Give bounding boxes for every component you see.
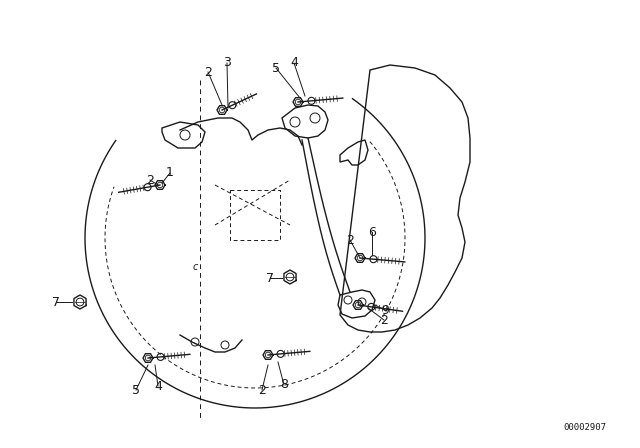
Text: 1: 1 bbox=[166, 167, 174, 180]
Text: 3: 3 bbox=[223, 56, 231, 69]
Text: 00002907: 00002907 bbox=[563, 423, 607, 432]
Text: 6: 6 bbox=[368, 225, 376, 238]
Text: 2: 2 bbox=[380, 314, 388, 327]
Text: c: c bbox=[192, 262, 198, 272]
Text: 7: 7 bbox=[52, 296, 60, 309]
Text: 9: 9 bbox=[381, 303, 389, 316]
Text: 4: 4 bbox=[154, 379, 162, 392]
Text: 2: 2 bbox=[258, 383, 266, 396]
Text: 7: 7 bbox=[266, 271, 274, 284]
Text: 2: 2 bbox=[204, 65, 212, 78]
Text: 5: 5 bbox=[132, 383, 140, 396]
Text: 2: 2 bbox=[346, 233, 354, 246]
Text: 5: 5 bbox=[272, 61, 280, 74]
Text: 8: 8 bbox=[280, 379, 288, 392]
Text: 2: 2 bbox=[146, 173, 154, 186]
Text: 4: 4 bbox=[290, 56, 298, 69]
